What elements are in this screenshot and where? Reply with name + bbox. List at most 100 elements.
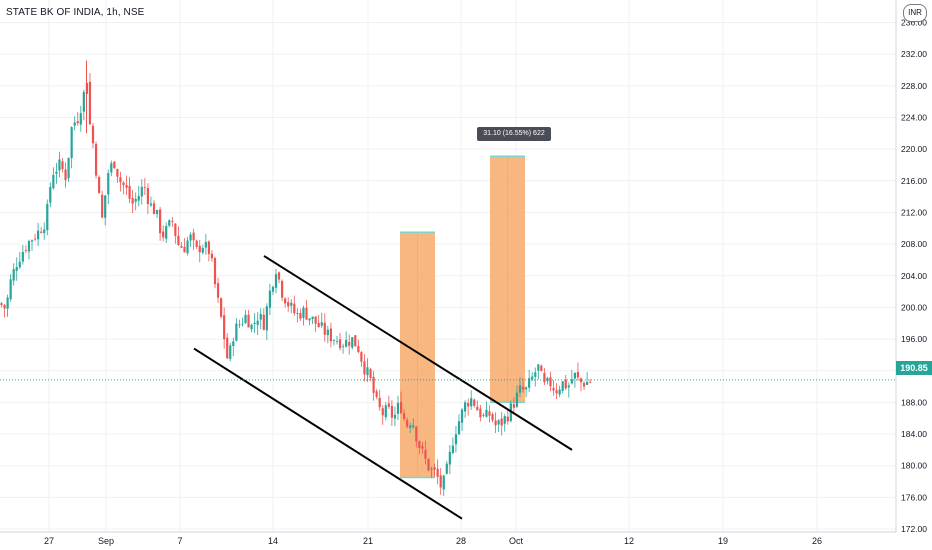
candle-body <box>351 337 354 348</box>
candle-body <box>494 420 497 426</box>
candle-body <box>345 340 348 347</box>
candle-body <box>134 199 137 202</box>
candle-body <box>98 177 101 194</box>
currency-badge[interactable]: INR <box>903 4 927 22</box>
candle-body <box>104 195 107 218</box>
candles <box>0 60 592 496</box>
candle-body <box>149 203 153 206</box>
candle-body <box>464 402 467 412</box>
candle-body <box>235 323 238 341</box>
grid-lines <box>0 0 896 532</box>
candle-body <box>256 320 259 325</box>
highlight-boxes <box>400 155 525 479</box>
candle-body <box>451 445 454 453</box>
candle-body <box>24 249 27 251</box>
price-tick-label: 200.00 <box>901 302 927 312</box>
candle-body <box>430 468 433 470</box>
candle-body <box>552 388 555 391</box>
candle-body <box>537 364 540 371</box>
candle-body <box>338 339 342 349</box>
last-price-tag: 190.85 <box>896 361 932 375</box>
time-tick-label: Sep <box>98 536 114 546</box>
time-tick-label: 27 <box>44 536 54 546</box>
candle-body <box>558 389 561 395</box>
candle-body <box>311 316 314 320</box>
candle-body <box>317 322 320 327</box>
price-axis-panel[interactable] <box>896 0 932 550</box>
time-tick-label: 19 <box>718 536 728 546</box>
time-axis-labels: 27 Sep 7 14 21 28 Oct 12 19 26 <box>44 536 822 546</box>
candle-body <box>531 376 534 380</box>
candle-body <box>479 408 482 418</box>
candle-body <box>561 381 564 391</box>
candle-body <box>27 241 31 252</box>
price-tick-label: 236.00 <box>901 18 927 28</box>
candle-body <box>37 230 40 240</box>
candle-body <box>323 322 326 335</box>
candle-body <box>192 232 195 241</box>
candle-body <box>155 210 159 215</box>
candle-body <box>101 194 104 218</box>
candle-body <box>445 463 448 474</box>
candle-body <box>12 269 15 281</box>
candle-body <box>64 169 67 180</box>
candle-body <box>589 381 592 383</box>
candle-body <box>125 185 128 188</box>
candle-body <box>436 468 439 477</box>
candle-body <box>528 378 531 388</box>
candle-body <box>88 81 92 125</box>
candle-body <box>543 372 546 383</box>
candle-body <box>241 323 244 325</box>
candle-body <box>399 401 403 414</box>
candle-body <box>67 157 70 179</box>
price-tick-label: 216.00 <box>901 176 927 186</box>
price-tick-label: 196.00 <box>901 334 927 344</box>
candle-body <box>171 221 174 222</box>
candle-body <box>204 241 207 248</box>
price-tick-label: 212.00 <box>901 207 927 217</box>
candle-body <box>354 335 357 347</box>
candle-body <box>79 113 82 125</box>
price-tick-label: 180.00 <box>901 461 927 471</box>
candle-body <box>284 298 287 304</box>
candle-body <box>506 416 509 422</box>
candle-body <box>216 283 220 298</box>
candle-body <box>488 411 491 416</box>
candle-body <box>58 159 61 171</box>
candle-body <box>76 121 79 124</box>
candle-body <box>207 241 210 255</box>
candle-body <box>177 235 180 245</box>
candle-body <box>262 314 265 330</box>
time-axis-panel[interactable] <box>0 532 896 550</box>
candle-body <box>189 234 192 241</box>
candle-body <box>183 246 186 253</box>
candle-body <box>473 399 476 406</box>
candle-body <box>290 302 293 306</box>
time-tick-label: 28 <box>456 536 466 546</box>
candle-body <box>293 303 296 314</box>
candle-body <box>515 392 519 407</box>
trendline <box>193 347 463 520</box>
candle-body <box>320 322 323 326</box>
candle-body <box>30 240 34 242</box>
candle-body <box>454 434 458 445</box>
candle-body <box>335 341 339 343</box>
candle-body <box>378 397 381 408</box>
candle-body <box>9 279 12 300</box>
candle-body <box>15 267 18 271</box>
candle-body <box>512 404 515 408</box>
candle-body <box>485 409 488 417</box>
candle-body <box>113 161 116 169</box>
candle-body <box>152 203 156 215</box>
candle-body <box>201 248 204 253</box>
price-tick-label: 208.00 <box>901 239 927 249</box>
candle-body <box>198 245 201 253</box>
candle-body <box>381 408 384 416</box>
trendlines[interactable] <box>193 255 573 520</box>
candle-body <box>525 387 528 390</box>
candle-body <box>579 378 583 383</box>
candle-body <box>348 341 351 346</box>
symbol-title: STATE BK OF INDIA, 1h, NSE <box>6 7 145 18</box>
